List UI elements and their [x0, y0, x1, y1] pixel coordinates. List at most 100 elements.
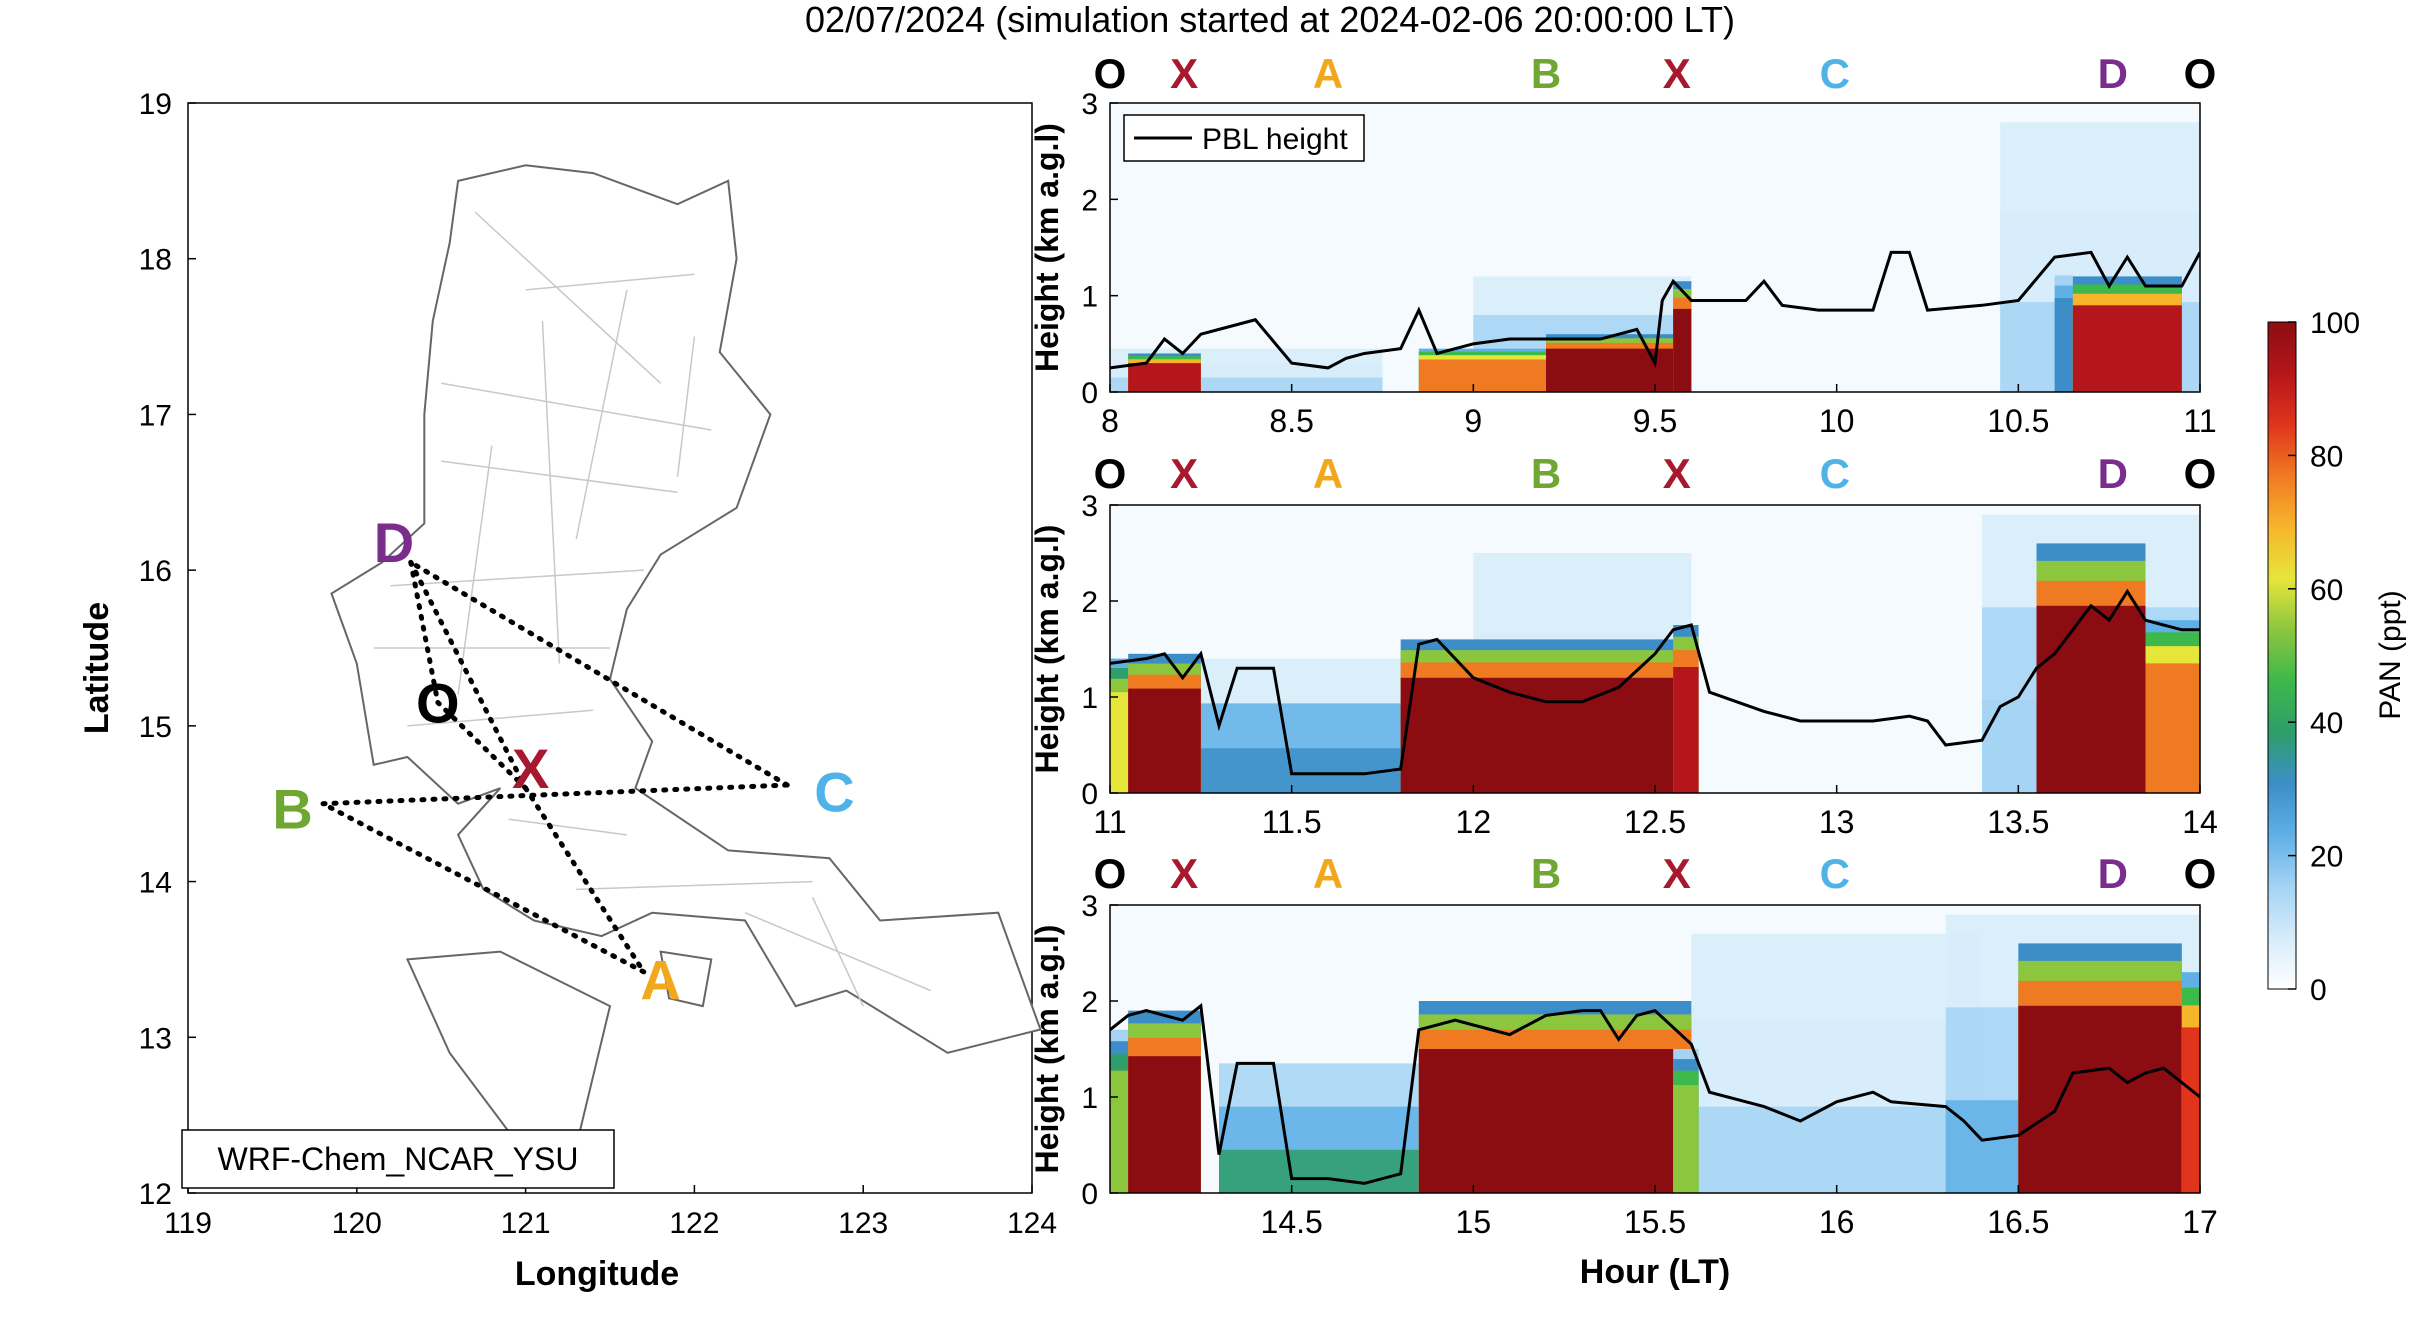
pbl-height-line: [1110, 250, 2200, 370]
map-x-tick-label: 122: [669, 1207, 719, 1240]
site-sequence-label-o: O: [1094, 450, 1127, 497]
panel-y-tick-label: 2: [1081, 986, 1098, 1019]
luzon-landmass: [330, 164, 1042, 1156]
colorbar-label: PAN (ppt): [2374, 590, 2407, 719]
site-markers: D OX B C A: [272, 511, 854, 1012]
panel-field: [1110, 914, 2200, 1193]
pan-plume-layer: [2072, 305, 2182, 392]
colorbar-tick-label: 40: [2310, 707, 2343, 740]
site-sequence-label-o: O: [1094, 50, 1127, 97]
panel-y-axis-label: Height (km a.g.l): [1029, 925, 1065, 1174]
site-label-d: D: [374, 511, 414, 574]
pan-plume-layer: [1418, 359, 1546, 392]
province-boundary: [441, 382, 712, 431]
panel-y-tick-label: 1: [1081, 1082, 1098, 1115]
site-sequence-label-a: A: [1313, 50, 1343, 97]
map-y-tick-label: 14: [139, 867, 172, 900]
map-y-tick-label: 16: [139, 555, 172, 588]
panel-x-tick-label: 9.5: [1633, 403, 1677, 439]
pan-plume-layer: [2054, 298, 2073, 392]
panel-x-tick-label: 9: [1464, 403, 1482, 439]
site-label-b: B: [272, 777, 312, 840]
site-sequence-label-x: X: [1170, 50, 1198, 97]
flight-route-segment: [435, 700, 529, 791]
province-boundary: [576, 880, 813, 891]
site-sequence-label-o: O: [1094, 850, 1127, 897]
province-boundary: [541, 320, 561, 664]
map-x-tick-label: 120: [332, 1207, 382, 1240]
pan-plume-layer: [1110, 1070, 1129, 1193]
panel-y-tick-label: 3: [1081, 890, 1098, 923]
site-sequence-label-o: O: [2184, 450, 2217, 497]
legend-pbl-label: PBL height: [1202, 123, 1348, 156]
site-sequence-label-o: O: [2184, 50, 2217, 97]
pan-plume-layer: [2018, 1005, 2182, 1193]
figure-title: 02/07/2024 (simulation started at 2024-0…: [805, 0, 1735, 40]
pbl-height-line: [1110, 588, 2200, 776]
pan-plume-layer: [2036, 605, 2146, 793]
province-boundary: [676, 336, 696, 477]
site-sequence-label-a: A: [1313, 850, 1343, 897]
flight-route-segment: [408, 559, 441, 705]
pan-plume-layer: [1673, 1085, 1699, 1193]
map-x-ticks: 119 120 121 122 123 124: [164, 1185, 1057, 1240]
site-sequence-label-o: O: [2184, 850, 2217, 897]
map-y-axis-label: Latitude: [78, 602, 116, 734]
site-sequence-label-b: B: [1531, 850, 1561, 897]
panel-x-tick-label: 12: [1456, 804, 1492, 840]
pan-plume-layer: [1128, 363, 1201, 392]
model-label: WRF-Chem_NCAR_YSU: [218, 1141, 579, 1177]
luzon-coast-outline: [330, 164, 1042, 1054]
province-boundary: [474, 211, 662, 384]
site-sequence-label-d: D: [2098, 450, 2128, 497]
province-boundary: [390, 569, 644, 587]
flight-route-segment: [320, 782, 790, 807]
route-lines: [320, 559, 790, 975]
background-layer: [1200, 748, 1401, 793]
map-x-tick-label: 121: [501, 1207, 551, 1240]
panel-x-tick-label: 11: [1093, 804, 1126, 840]
panel-x-tick-label: 10.5: [1987, 403, 2049, 439]
site-sequence-label-x: X: [1170, 450, 1198, 497]
map-x-tick-label: 124: [1007, 1207, 1057, 1240]
map-y-ticks: 12 13 14 15 16 17 18 19: [139, 88, 196, 1211]
map-y-tick-label: 12: [139, 1178, 172, 1211]
flight-route-segment: [408, 559, 790, 788]
site-sequence-label-d: D: [2098, 850, 2128, 897]
site-sequence-label-x: X: [1170, 850, 1198, 897]
site-sequence-label-x: X: [1663, 450, 1691, 497]
panel-y-tick-label: 0: [1081, 377, 1098, 410]
background-layer: [1219, 1149, 1419, 1193]
pan-plume-layer: [1128, 688, 1201, 793]
panel-y-tick-label: 1: [1081, 281, 1098, 314]
pan-plume-layer: [1546, 348, 1674, 392]
panel-y-tick-label: 0: [1081, 1178, 1098, 1211]
flight-route-segment: [408, 559, 529, 791]
site-label-x: X: [512, 737, 549, 800]
map-x-tick-label: 119: [164, 1207, 212, 1240]
panel-y-tick-label: 1: [1081, 682, 1098, 715]
site-label-a: A: [640, 949, 680, 1012]
province-boundary: [575, 289, 628, 540]
panel-x-tick-label: 15.5: [1624, 1204, 1686, 1240]
pan-plume-layer: [1110, 692, 1129, 793]
site-sequence-label-d: D: [2098, 50, 2128, 97]
site-sequence-label-x: X: [1663, 50, 1691, 97]
map-y-tick-label: 19: [139, 88, 172, 121]
site-label-o: O: [416, 672, 460, 735]
map-y-tick-label: 15: [139, 711, 172, 744]
panel-x-tick-label: 11.5: [1262, 804, 1322, 840]
background-layer: [1691, 1106, 1982, 1193]
marinduque-coast-outline: [659, 950, 713, 1008]
pan-plume-layer: [1128, 1056, 1201, 1193]
panel-y-tick-label: 2: [1081, 586, 1098, 619]
panel-x-tick-label: 11: [2183, 403, 2216, 439]
panel-y-tick-label: 3: [1081, 490, 1098, 523]
province-boundary: [441, 460, 678, 494]
site-sequence-label-b: B: [1531, 450, 1561, 497]
colorbar-tick-label: 80: [2310, 440, 2343, 473]
province-boundary: [457, 445, 493, 695]
